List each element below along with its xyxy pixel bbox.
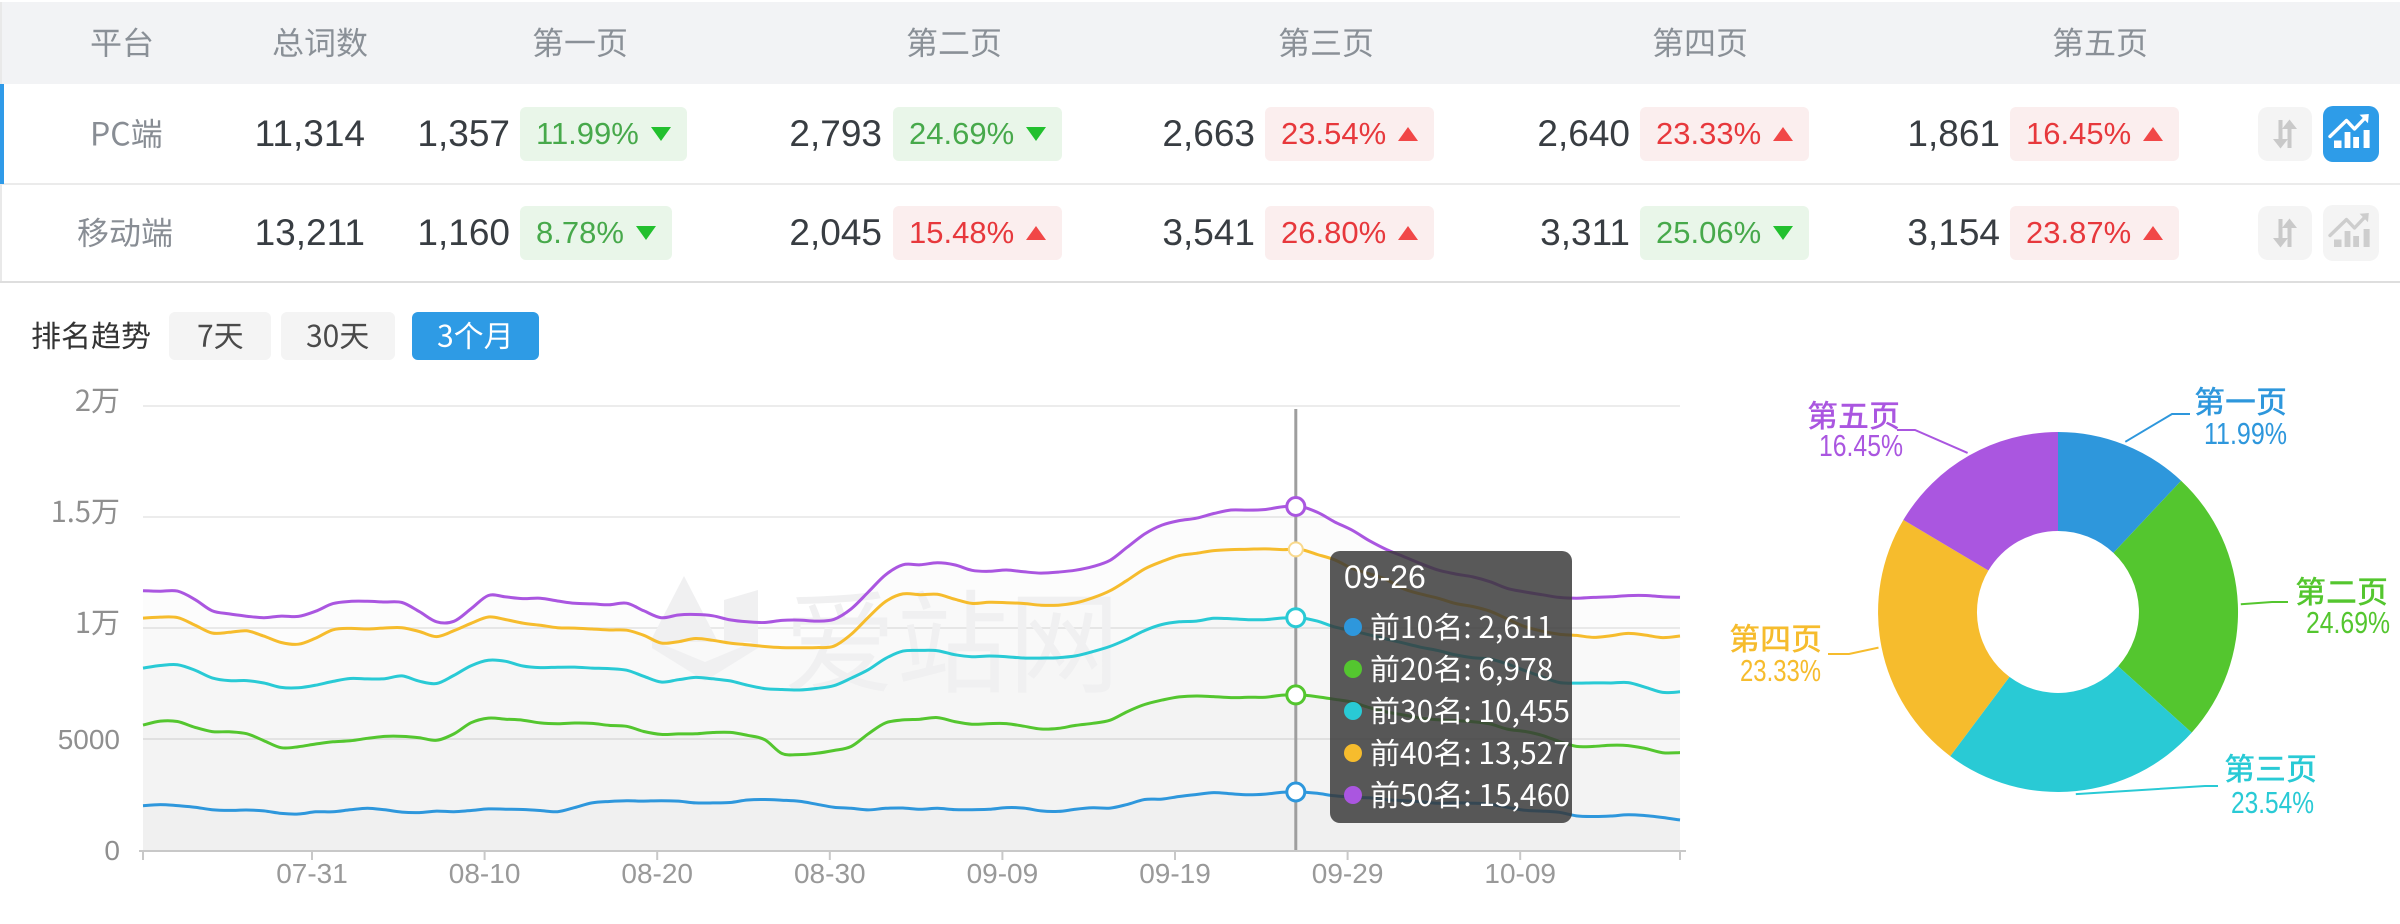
svg-text:09-09: 09-09 — [967, 858, 1039, 889]
svg-text:5000: 5000 — [58, 724, 120, 755]
svg-text:23.54%: 23.54% — [2231, 785, 2314, 820]
svg-text:08-20: 08-20 — [621, 858, 693, 889]
svg-text:23.33%: 23.33% — [1740, 653, 1821, 688]
svg-text:07-31: 07-31 — [276, 858, 348, 889]
svg-text:09-29: 09-29 — [1312, 858, 1384, 889]
svg-text:09-19: 09-19 — [1139, 858, 1211, 889]
svg-text:08-10: 08-10 — [449, 858, 521, 889]
svg-text:11.99%: 11.99% — [2204, 416, 2287, 451]
svg-text:08-30: 08-30 — [794, 858, 866, 889]
svg-text:16.45%: 16.45% — [1819, 428, 1903, 463]
svg-text:24.69%: 24.69% — [2306, 605, 2390, 640]
svg-text:10-09: 10-09 — [1484, 858, 1556, 889]
svg-text:0: 0 — [104, 835, 120, 866]
